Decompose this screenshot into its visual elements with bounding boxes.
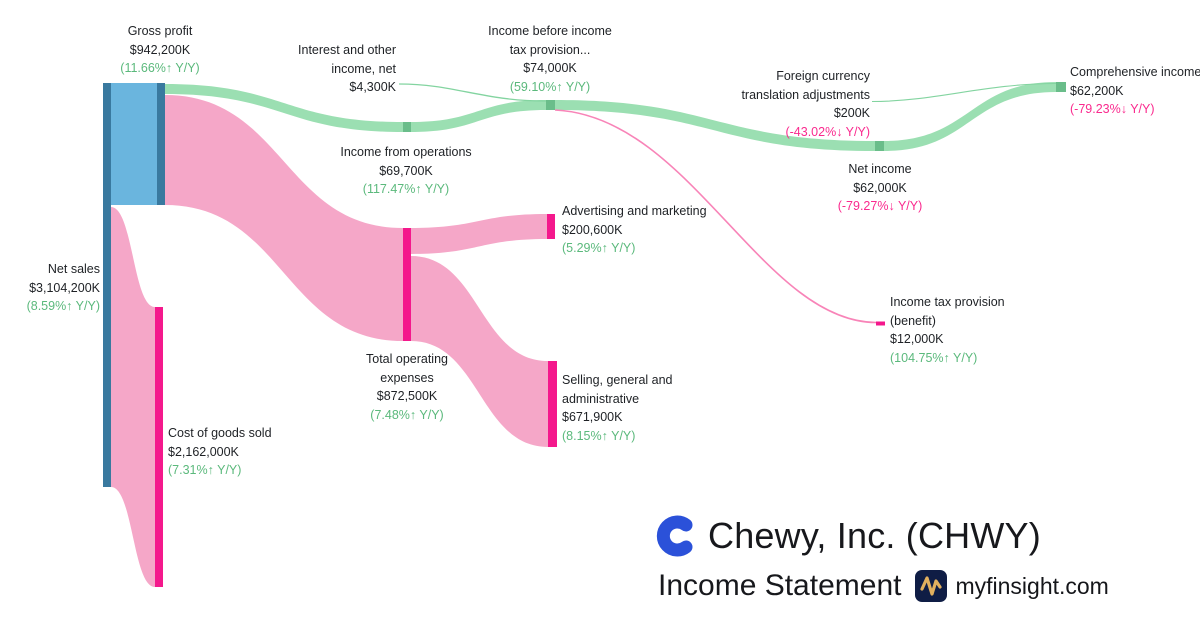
label-income_tax_provision-name-0: Income tax provision [890, 295, 1005, 309]
node-net_income [875, 141, 884, 151]
label-comprehensive_income-name-0: Comprehensive income [1070, 65, 1200, 79]
label-interest_and_other_income-name-1: income, net [331, 61, 396, 76]
label-income_before_income_tax: Income before income tax provision... $74,… [488, 22, 612, 96]
node-advertising_and_marketing [547, 214, 555, 239]
label-foreign_currency_translation: Foreign currency translation adjustments $… [741, 67, 870, 141]
node-income_from_operations [403, 122, 411, 132]
label-advertising_and_marketing: Advertising and marketing $200,600K (5.29%… [562, 202, 707, 258]
label-income_before_income_tax-name-0: Income before income [488, 24, 612, 38]
flow-net_income-to-comprehensive_income [884, 82, 1056, 151]
label-income_before_income_tax-yoy: (59.10%↑ Y/Y) [509, 79, 591, 94]
label-net_sales-name-0: Net sales [47, 262, 100, 276]
label-foreign_currency_translation-name-0: Foreign currency [776, 69, 870, 83]
label-foreign_currency_translation-yoy: (-43.02%↓ Y/Y) [785, 124, 870, 139]
label-interest_and_other_income-name-0: Interest and other [298, 43, 396, 57]
label-income_before_income_tax-name-1: tax provision... [509, 42, 591, 57]
label-cost_of_goods_sold-name-0: Cost of goods sold [168, 426, 272, 440]
label-income_tax_provision-name-1: (benefit) [890, 313, 936, 328]
flow-net_sales-to-cost_of_goods_sold [111, 207, 155, 587]
label-selling_general_admin-value: $671,900K [562, 410, 623, 424]
label-income_from_operations-name-0: Income from operations [340, 145, 472, 159]
label-selling_general_admin-name-0: Selling, general and [562, 373, 673, 387]
label-net_income-value: $62,000K [853, 180, 907, 195]
label-gross_profit-value: $942,200K [129, 42, 191, 57]
label-net_income-name-0: Net income [848, 162, 912, 176]
chewy-logo-icon [656, 515, 693, 557]
flow-interest_and_other_income-to-income_before_income_tax [398, 83, 547, 102]
label-comprehensive_income-value: $62,200K [1070, 83, 1124, 98]
label-total_operating_expenses: Total operating expenses $872,500K (7.48%↑ … [366, 350, 448, 424]
label-total_operating_expenses-name-1: expenses [380, 370, 434, 385]
node-income_before_income_tax [546, 100, 555, 110]
flow-gross_profit-to-income_from_operations [165, 84, 403, 132]
label-selling_general_admin-name-1: administrative [562, 391, 640, 406]
label-comprehensive_income: Comprehensive income $62,200K (-79.23%↓ Y/… [1070, 63, 1200, 119]
label-income_tax_provision-yoy: (104.75%↑ Y/Y) [890, 350, 978, 365]
flow-income_from_operations-to-income_before_income_tax [411, 100, 546, 132]
label-gross_profit-yoy: (11.66%↑ Y/Y) [120, 61, 200, 75]
node-income_tax_provision [876, 321, 885, 326]
node-cost_of_goods_sold [155, 307, 163, 587]
label-advertising_and_marketing-value: $200,600K [562, 222, 623, 237]
flow-income_before_income_tax-to-net_income [555, 100, 875, 151]
label-interest_and_other_income-value: $4,300K [349, 80, 396, 94]
site-name: myfinsight.com [955, 572, 1109, 599]
label-selling_general_admin: Selling, general and administrative $671,9… [562, 371, 673, 445]
myfinsight-logo-icon [915, 570, 948, 602]
label-cost_of_goods_sold-value: $2,162,000K [168, 444, 239, 459]
label-foreign_currency_translation-value: $200K [833, 106, 870, 120]
label-income_from_operations-value: $69,700K [379, 163, 433, 178]
label-selling_general_admin-yoy: (8.15%↑ Y/Y) [562, 428, 636, 443]
footer: Chewy, Inc. (CHWY) Income Statement myfi… [654, 512, 1109, 603]
label-advertising_and_marketing-name-0: Advertising and marketing [562, 204, 707, 218]
label-income_from_operations: Income from operations $69,700K (117.47%↑ … [340, 143, 471, 199]
brand-row: Chewy, Inc. (CHWY) [654, 512, 1109, 560]
label-income_tax_provision-value: $12,000K [890, 332, 944, 346]
label-income_from_operations-yoy: (117.47%↑ Y/Y) [362, 182, 450, 196]
node-net_sales [103, 83, 111, 487]
flow-gross_profit-to-total_operating_expenses [165, 95, 403, 341]
flow-total_operating_expenses-to-advertising_and_marketing [411, 214, 547, 254]
flow-total_operating_expenses-to-selling_general_admin [411, 256, 548, 447]
node-selling_general_admin [548, 361, 557, 447]
flow-net_sales-to-gross_profit [111, 83, 157, 205]
label-net_income-yoy: (-79.27%↓ Y/Y) [837, 199, 923, 213]
label-comprehensive_income-yoy: (-79.23%↓ Y/Y) [1070, 102, 1155, 116]
statement-subtitle: Income Statement [658, 569, 902, 602]
label-gross_profit: Gross profit $942,200K (11.66%↑ Y/Y) [120, 22, 199, 78]
label-interest_and_other_income: Interest and other income, net $4,300K [298, 41, 396, 97]
label-net_sales-value: $3,104,200K [29, 280, 100, 295]
node-gross_profit [157, 83, 165, 205]
label-income_before_income_tax-value: $74,000K [523, 61, 577, 75]
flow-income_before_income_tax-to-income_tax_provision [554, 109, 877, 324]
label-net_sales: Net sales $3,104,200K (8.59%↑ Y/Y) [27, 260, 100, 316]
label-net_income: Net income $62,000K (-79.27%↓ Y/Y) [838, 160, 923, 216]
label-total_operating_expenses-value: $872,500K [376, 389, 438, 403]
node-total_operating_expenses [403, 228, 411, 341]
label-foreign_currency_translation-name-1: translation adjustments [741, 87, 870, 102]
label-advertising_and_marketing-yoy: (5.29%↑ Y/Y) [562, 241, 636, 255]
label-cost_of_goods_sold: Cost of goods sold $2,162,000K (7.31%↑ Y/Y… [168, 424, 272, 480]
label-net_sales-yoy: (8.59%↑ Y/Y) [26, 299, 100, 313]
flow-foreign_currency_translation-to-comprehensive_income [871, 82, 1057, 103]
label-cost_of_goods_sold-yoy: (7.31%↑ Y/Y) [168, 463, 242, 477]
subtitle-row: Income Statement myfinsight.com [658, 569, 1109, 603]
company-title: Chewy, Inc. (CHWY) [708, 515, 1041, 556]
label-total_operating_expenses-yoy: (7.48%↑ Y/Y) [370, 407, 444, 422]
label-gross_profit-name-0: Gross profit [127, 24, 193, 38]
label-total_operating_expenses-name-0: Total operating [365, 352, 449, 366]
label-income_tax_provision: Income tax provision (benefit) $12,000K (10… [890, 293, 1005, 367]
node-comprehensive_income [1056, 82, 1066, 92]
